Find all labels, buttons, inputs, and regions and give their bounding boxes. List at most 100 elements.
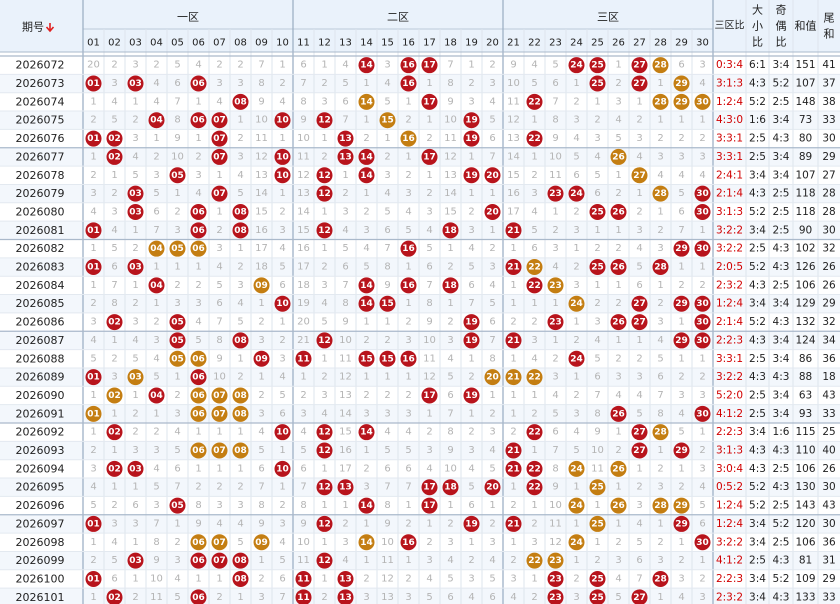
tail-sum-header-char: 尾 [824,12,835,25]
row-stripe [0,331,840,350]
arrow-down-icon[interactable] [45,23,55,33]
omission-value: 3 [615,96,621,107]
omission-value: 5 [699,500,705,511]
table-row[interactable]: 2026072 20 2 3 2 5 4 2 2 7 1 6 1 4 14 3 16 17 7 1 2 9 4 5 24 25 1 2… [16,57,836,74]
table-row[interactable]: 2026084 1 7 1 04 2 2 5 3 09 6 18 3 7 14 9 16 7 18 6 4 1 22 23 3 1… [16,277,836,294]
hit-ball [190,552,207,569]
hit-number: 27 [633,446,646,456]
omission-value: 2 [279,78,285,89]
size-ratio-cell: 5:2 [749,206,766,218]
omission-value: 6 [678,60,684,71]
period-cell: 2026098 [16,536,65,549]
parity-ratio-cell: 3:4 [773,59,790,71]
omission-value: 1 [573,482,579,493]
table-row[interactable]: 2026083 01 6 03 1 1 1 4 2 18 5 17 2 6 5 8 1 6 2 5 3 21 22 4 2 25 2… [16,259,836,276]
table-row[interactable]: 2026081 01 4 1 7 3 06 2 08 16 3 15 12 4 3 6 5 4 18 3 1 21 5 2 3 1… [16,222,836,239]
hit-number: 11 [297,354,310,364]
table-row[interactable]: 2026085 2 8 2 1 3 3 6 4 1 10 19 4 8 14 15 1 8 1 7 5 1 1 1 24 2 2 27… [16,295,836,312]
table-row[interactable]: 2026091 01 1 2 1 3 06 07 08 3 6 3 4 14 3 3 3 1 7 1 2 1 2 5 3 8 26 5… [16,405,836,422]
omission-value: 9 [153,555,159,566]
row-stripe [0,257,840,277]
parity-ratio-header-char: 比 [776,36,787,49]
table-row[interactable]: 2026080 4 3 03 6 2 06 1 08 15 2 14 1 3 2 5 4 3 15 2 20 17 4 1 2 2… [16,203,836,220]
hit-number: 22 [528,97,541,107]
omission-value: 1 [678,463,684,474]
omission-value: 3 [90,317,96,328]
hit-number: 27 [633,428,646,438]
omission-value: 1 [384,317,390,328]
table-row[interactable]: 2026090 1 02 1 04 2 06 07 08 2 5 2 3 13 2 2 2 17 6 19 1 1 1 4 2 7… [16,387,836,404]
table-row[interactable]: 2026077 1 02 4 2 10 2 07 3 12 10 11 2 13 14 2 1 17 12 1 7 14 1… [16,148,836,165]
tail-sum-cell: 30 [822,481,835,493]
omission-value: 5 [552,60,558,71]
omission-value: 2 [510,555,516,566]
hit-ball [526,479,543,496]
omission-value: 6 [384,463,390,474]
table-row[interactable]: 2026079 3 2 03 5 1 4 07 5 14 1 13 12 2 1 4 3 2 14 1 1 16 3 23 24… [16,185,836,202]
omission-value: 3 [363,592,369,603]
table-row[interactable]: 2026074 1 4 1 4 7 1 4 08 9 4 8 3 6 14 5 1 17 9 3 4 11 22 7 2 1 3 1 2… [16,93,836,110]
table-row[interactable]: 2026096 5 2 6 3 05 8 3 3 8 2 8 1 1 14 8 1 17 1 6 1 2 1 10 24 1 26 3… [16,497,836,514]
hit-ball [610,148,627,165]
omission-value: 2 [468,555,474,566]
table-row[interactable]: 2026086 3 02 3 2 05 4 7 5 2 1 20 5 9 1 1 2 9 2 19 6 2 2 23 1 3 26 2… [16,314,836,331]
parity-ratio-cell: 2:5 [773,224,790,236]
table-row[interactable]: 2026101 1 02 2 11 5 06 2 1 3 7 11 2 13 3 13 3 5 6 4 6 4 2 23 3 25… [16,589,836,604]
hit-ball [274,295,291,312]
table-row[interactable]: 2026099 2 5 03 9 3 06 07 08 1 5 11 12 4 1 11 1 3 4 2 4 2 22 23 1… [16,552,836,569]
table-row[interactable]: 2026100 01 6 1 10 4 1 1 08 2 6 11 1 13 2 12 2 4 5 3 5 3 1 23 2 25… [16,570,836,587]
table-row[interactable]: 2026097 01 3 3 7 1 9 4 4 9 3 9 12 2 1 9 2 1 2 19 2 21 2 11 1 25 1 4… [16,515,836,532]
omission-value: 2 [573,335,579,346]
zone-ratio-cell: 1:2:4 [716,518,743,530]
hit-number: 02 [108,152,121,162]
omission-value: 4 [174,573,180,584]
table-row[interactable]: 2026094 3 02 03 4 6 1 1 1 6 10 6 1 17 2 6 6 4 10 4 5 21 22 8 24 1… [16,460,836,477]
hit-ball [232,203,249,220]
omission-value: 4 [636,151,642,162]
hit-ball [694,295,711,312]
table-row[interactable]: 2026092 1 02 2 2 4 1 1 1 4 10 4 12 15 14 4 4 2 8 2 3 2 22 6 4 9 1 2… [16,424,836,441]
hit-ball [694,405,711,422]
hit-number: 29 [675,519,688,529]
omission-value: 4 [531,206,537,217]
omission-value: 7 [426,280,432,291]
omission-value: 1 [363,555,369,566]
table-row[interactable]: 2026098 1 4 1 8 2 06 07 5 09 4 10 1 3 14 10 16 2 3 1 3 1 3 12 24… [16,534,836,551]
table-row[interactable]: 2026095 4 1 1 5 7 2 2 2 7 1 7 12 13 3 7 7 17 18 5 20 1 22 9 1 25 1… [16,479,836,496]
hit-number: 16 [402,134,415,144]
omission-value: 7 [111,280,117,291]
hit-ball [694,332,711,349]
omission-value: 1 [678,262,684,273]
hit-ball [127,369,144,386]
omission-value: 2 [552,225,558,236]
omission-value: 1 [531,115,537,126]
table-row[interactable]: 2026087 4 1 4 3 05 5 8 08 3 2 21 12 10 2 2 3 10 3 19 7 21 3 1 2 4… [16,332,836,349]
hit-ball [106,130,123,147]
omission-value: 2 [321,78,327,89]
hit-ball [526,130,543,147]
omission-value: 1 [636,335,642,346]
hit-ball [694,534,711,551]
tail-sum-cell: 32 [822,316,835,328]
hit-ball [211,112,228,129]
table-row[interactable]: 2026075 2 5 2 04 8 06 07 1 10 10 9 12 7 1 15 2 1 10 19 5 12 1 8… [16,112,836,129]
table-row[interactable]: 2026093 2 1 3 3 5 06 07 08 5 1 5 12 16 1 5 5 3 9 3 4 21 1 7 5 10 2… [16,442,836,459]
table-row[interactable]: 2026089 01 3 03 5 1 06 10 2 1 4 1 2 12 1 1 1 12 5 2 20 21 22 3 1… [16,369,836,386]
omission-value: 2 [174,280,180,291]
omission-value: 5 [573,445,579,456]
omission-value: 2 [405,573,411,584]
table-row[interactable]: 2026082 1 5 2 04 05 06 3 1 17 4 16 1 5 4 7 16 5 1 4 2 1 6 3 1 2 2 4… [16,240,836,257]
omission-value: 4 [552,390,558,401]
omission-value: 5 [132,170,138,181]
omission-value: 4 [405,206,411,217]
omission-value: 5 [384,445,390,456]
period-header[interactable]: 期号 [22,21,44,34]
table-row[interactable]: 2026078 2 1 5 3 05 3 1 4 13 10 12 12 1 14 3 2 1 13 19 20 15 2 1… [16,167,836,184]
hit-number: 18 [444,483,457,493]
omission-value: 12 [381,573,394,584]
hit-ball [631,424,648,441]
table-row[interactable]: 2026088 5 2 5 4 05 06 9 1 09 3 11 1 11 15 15 16 11 4 1 8 1 4 2 2… [16,350,836,367]
table-row[interactable]: 2026073 01 3 03 4 6 06 3 3 8 2 7 2 5 1 4 16 1 8 2 3 10 5 6 1 25 2 2… [16,75,836,92]
table-row[interactable]: 2026076 01 02 3 1 9 1 07 2 11 1 10 1 13 2 1 16 2 11 19 6 13 22… [16,130,836,147]
omission-value: 14 [507,151,520,162]
